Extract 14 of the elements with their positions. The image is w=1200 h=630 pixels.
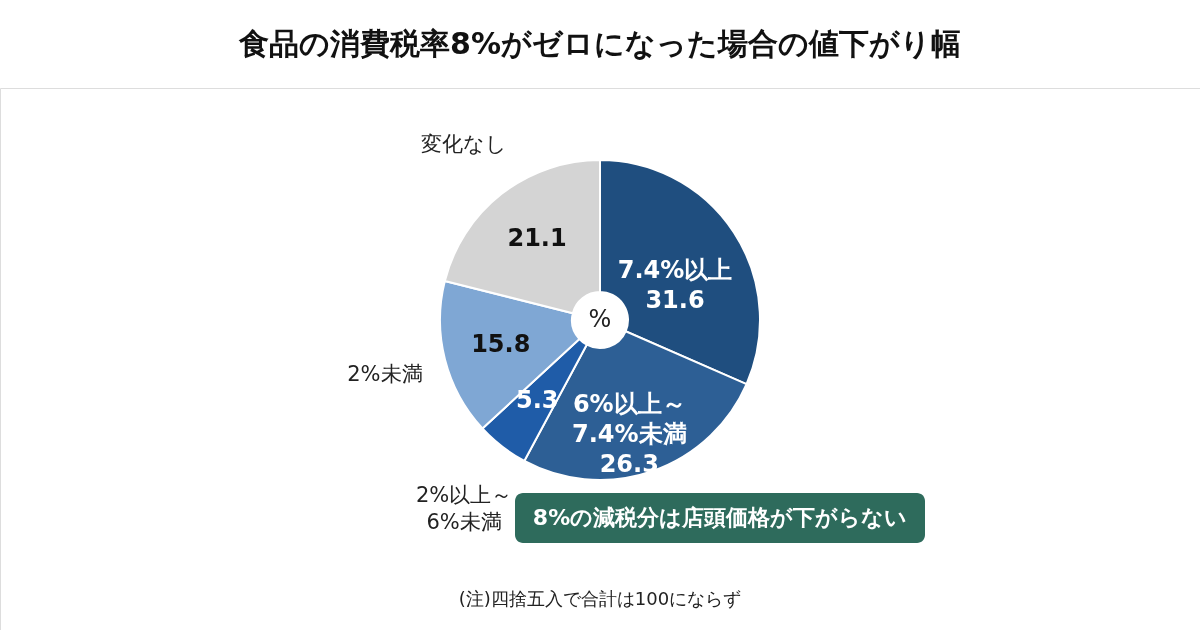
data-label: 21.1 — [507, 224, 567, 253]
data-label: 31.6 — [645, 285, 705, 314]
text: 8%の減税分は店頭価格が下がらない — [532, 505, 908, 530]
slice-label: 2%以上～ 6%未満 — [415, 482, 513, 534]
text: (注)四捨五入で合計は100にならず — [458, 588, 742, 609]
chart-title: 食品の消費税率8%がゼロになった場合の値下がり幅 — [238, 26, 961, 61]
slice-label: 2%未満 — [347, 361, 423, 386]
text: % — [588, 305, 612, 333]
slice-label: 6%以上～ 7.4%未満 — [571, 389, 687, 448]
data-label: 26.3 — [599, 449, 659, 478]
slice-label: 7.4%以上 — [617, 255, 733, 284]
data-label: 15.8 — [471, 330, 531, 359]
data-label: 5.3 — [516, 385, 559, 414]
slice-label: 変化なし — [420, 131, 507, 156]
